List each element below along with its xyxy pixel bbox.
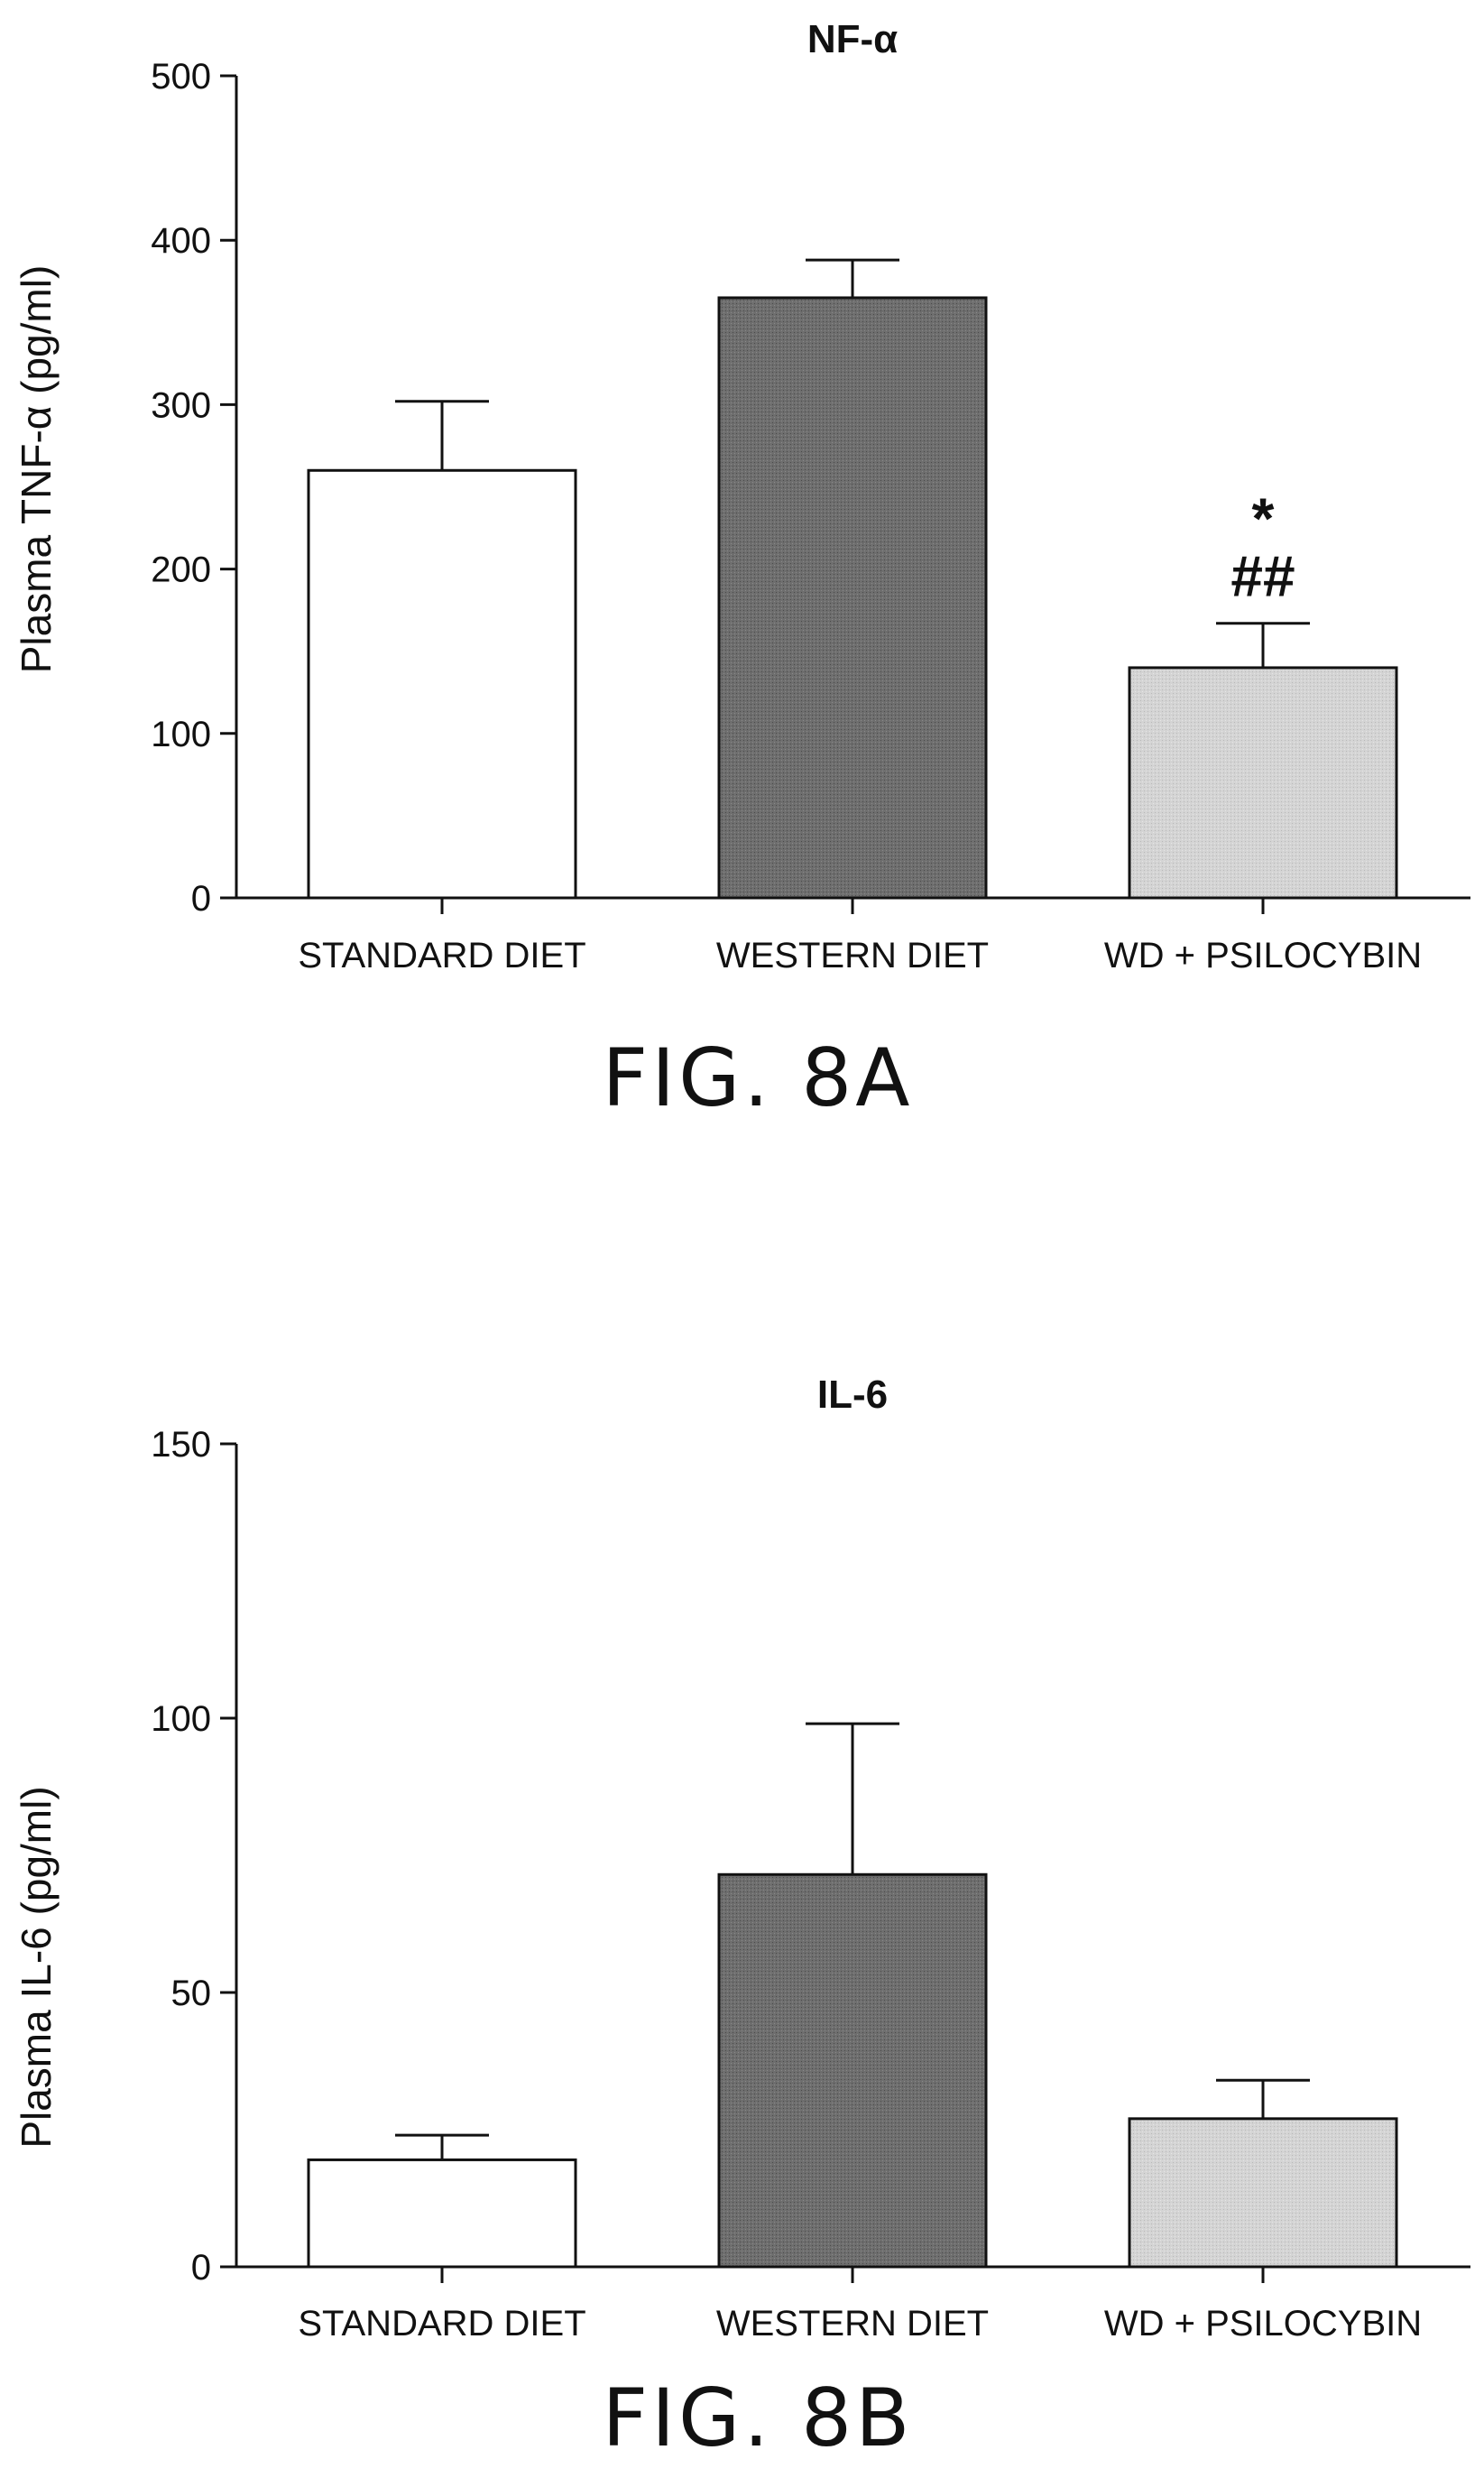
- x-tick-label: WESTERN DIET: [716, 936, 989, 975]
- y-tick-label: 500: [151, 57, 211, 97]
- chart-title: IL-6: [817, 1373, 888, 1417]
- significance-annotation: *: [1252, 486, 1275, 551]
- bar: [1128, 666, 1398, 900]
- tnf-alpha-bar-chart: NF-α Plasma TNF-α (pg/ml) 0 100 200 300 400 5…: [13, 17, 1470, 1124]
- x-tick-label: WESTERN DIET: [716, 2304, 989, 2344]
- y-tick-label: 50: [171, 1974, 212, 2013]
- y-axis-label: Plasma IL-6 (pg/ml): [13, 1786, 60, 2148]
- bar: [717, 1872, 988, 2269]
- y-tick-label: 400: [151, 221, 211, 261]
- bar: [307, 2158, 577, 2269]
- y-tick-label: 150: [151, 1425, 211, 1465]
- figure-caption: FIG. 8B: [602, 2371, 913, 2464]
- significance-annotation: ##: [1231, 544, 1295, 609]
- plot-area: 0 50 100 150 STANDARD DIET WESTERN DIET WD + P…: [151, 1425, 1470, 2344]
- il-6-bar-chart: IL-6 Plasma IL-6 (pg/ml) 0 50 100 150 STANDA…: [13, 1373, 1470, 2464]
- x-tick-label: STANDARD DIET: [298, 2304, 585, 2344]
- y-tick-label: 0: [191, 2248, 211, 2288]
- x-tick-label: WD + PSILOCYBIN: [1104, 2304, 1422, 2344]
- y-tick-label: 300: [151, 385, 211, 425]
- y-tick-label: 100: [151, 715, 211, 754]
- plot-area: 0 100 200 300 400 500 STANDARD DIET WESTERN DIE…: [151, 57, 1470, 975]
- x-tick-label: STANDARD DIET: [298, 936, 585, 975]
- y-tick-label: 100: [151, 1699, 211, 1739]
- bar: [1128, 2117, 1398, 2269]
- y-tick-label: 200: [151, 550, 211, 590]
- bar: [307, 468, 577, 900]
- chart-title: NF-α: [807, 17, 898, 61]
- y-tick-label: 0: [191, 879, 211, 919]
- figure-8b: IL-6 Plasma IL-6 (pg/ml) 0 50 100 150 STANDA…: [0, 1354, 1484, 2487]
- x-tick-label: WD + PSILOCYBIN: [1104, 936, 1422, 975]
- figure-8a: NF-α Plasma TNF-α (pg/ml) 0 100 200 300 400 5…: [0, 0, 1484, 1173]
- bar: [717, 296, 988, 900]
- figure-caption: FIG. 8A: [603, 1031, 914, 1124]
- y-axis-label: Plasma TNF-α (pg/ml): [13, 265, 60, 674]
